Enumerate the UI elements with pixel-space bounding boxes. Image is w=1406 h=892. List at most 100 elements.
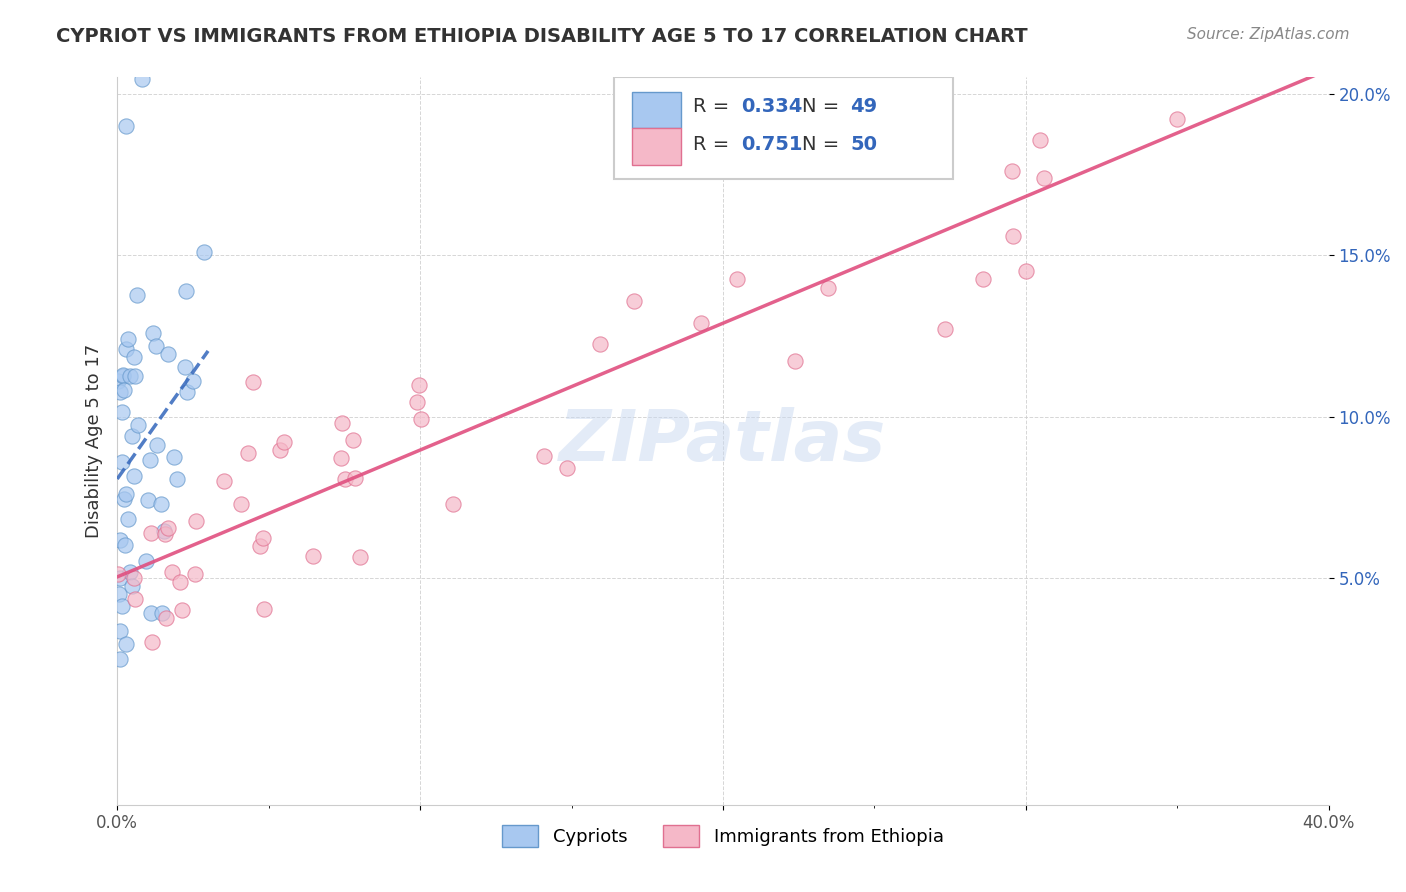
Cypriots bbox=[176, 385, 198, 400]
Cypriots bbox=[111, 405, 134, 419]
Cypriots bbox=[107, 374, 129, 388]
Immigrants from Ethiopia bbox=[408, 378, 430, 392]
Cypriots bbox=[139, 607, 162, 621]
Immigrants from Ethiopia bbox=[330, 416, 353, 430]
Immigrants from Ethiopia bbox=[183, 567, 205, 582]
Text: 49: 49 bbox=[851, 97, 877, 116]
Immigrants from Ethiopia bbox=[1166, 112, 1188, 127]
Immigrants from Ethiopia bbox=[249, 539, 271, 553]
Cypriots bbox=[108, 651, 131, 665]
FancyBboxPatch shape bbox=[614, 78, 953, 179]
Immigrants from Ethiopia bbox=[124, 591, 146, 606]
Immigrants from Ethiopia bbox=[1015, 264, 1038, 278]
Immigrants from Ethiopia bbox=[725, 272, 748, 286]
FancyBboxPatch shape bbox=[633, 128, 681, 165]
Cypriots bbox=[115, 637, 138, 651]
Cypriots bbox=[120, 368, 142, 383]
Immigrants from Ethiopia bbox=[1029, 133, 1052, 147]
Cypriots bbox=[121, 428, 143, 442]
Text: ZIPatlas: ZIPatlas bbox=[560, 407, 887, 475]
Immigrants from Ethiopia bbox=[155, 527, 177, 541]
Cypriots bbox=[127, 288, 149, 302]
Cypriots bbox=[115, 486, 138, 500]
Cypriots bbox=[108, 624, 131, 639]
Cypriots bbox=[150, 606, 173, 620]
Immigrants from Ethiopia bbox=[157, 521, 180, 535]
Cypriots bbox=[146, 438, 169, 452]
Cypriots bbox=[110, 455, 132, 469]
Text: Source: ZipAtlas.com: Source: ZipAtlas.com bbox=[1187, 27, 1350, 42]
FancyBboxPatch shape bbox=[633, 92, 681, 128]
Cypriots bbox=[139, 453, 162, 467]
Immigrants from Ethiopia bbox=[155, 611, 177, 625]
Cypriots bbox=[110, 599, 132, 613]
Immigrants from Ethiopia bbox=[589, 337, 612, 351]
Cypriots bbox=[108, 587, 131, 601]
Cypriots bbox=[108, 384, 131, 399]
Immigrants from Ethiopia bbox=[1001, 228, 1024, 243]
Cypriots bbox=[124, 350, 146, 364]
Cypriots bbox=[111, 368, 134, 383]
Immigrants from Ethiopia bbox=[343, 471, 366, 485]
Immigrants from Ethiopia bbox=[1001, 164, 1024, 178]
Immigrants from Ethiopia bbox=[253, 602, 276, 616]
Immigrants from Ethiopia bbox=[252, 531, 274, 545]
Cypriots bbox=[124, 369, 146, 384]
Text: 0.751: 0.751 bbox=[741, 135, 803, 153]
Y-axis label: Disability Age 5 to 17: Disability Age 5 to 17 bbox=[86, 344, 103, 538]
Immigrants from Ethiopia bbox=[555, 461, 578, 475]
Cypriots bbox=[117, 332, 139, 346]
Text: 50: 50 bbox=[851, 135, 877, 153]
Cypriots bbox=[166, 472, 188, 486]
Cypriots bbox=[142, 326, 165, 340]
Cypriots bbox=[115, 343, 138, 357]
Immigrants from Ethiopia bbox=[301, 549, 323, 563]
Immigrants from Ethiopia bbox=[229, 497, 252, 511]
Immigrants from Ethiopia bbox=[212, 474, 235, 488]
Immigrants from Ethiopia bbox=[342, 433, 364, 447]
Immigrants from Ethiopia bbox=[162, 565, 184, 579]
Immigrants from Ethiopia bbox=[409, 412, 432, 426]
Immigrants from Ethiopia bbox=[441, 497, 464, 511]
Immigrants from Ethiopia bbox=[269, 442, 291, 457]
Cypriots bbox=[108, 533, 131, 547]
Immigrants from Ethiopia bbox=[623, 294, 645, 309]
Cypriots bbox=[193, 245, 215, 260]
Cypriots bbox=[118, 566, 141, 580]
Cypriots bbox=[117, 512, 139, 526]
Immigrants from Ethiopia bbox=[122, 571, 145, 585]
Cypriots bbox=[181, 375, 204, 389]
Cypriots bbox=[127, 418, 149, 433]
Immigrants from Ethiopia bbox=[242, 375, 264, 389]
Cypriots bbox=[114, 538, 136, 552]
Immigrants from Ethiopia bbox=[333, 472, 356, 486]
Text: N =: N = bbox=[801, 135, 845, 153]
Cypriots bbox=[115, 119, 138, 133]
Immigrants from Ethiopia bbox=[406, 395, 429, 409]
Text: R =: R = bbox=[693, 97, 735, 116]
Immigrants from Ethiopia bbox=[169, 574, 191, 589]
Immigrants from Ethiopia bbox=[170, 603, 193, 617]
Cypriots bbox=[136, 493, 159, 508]
Cypriots bbox=[111, 369, 134, 384]
Cypriots bbox=[121, 579, 143, 593]
Cypriots bbox=[131, 72, 153, 87]
Cypriots bbox=[112, 384, 135, 398]
Immigrants from Ethiopia bbox=[107, 567, 129, 582]
Immigrants from Ethiopia bbox=[330, 451, 353, 466]
Text: N =: N = bbox=[801, 97, 845, 116]
Cypriots bbox=[174, 285, 197, 299]
Immigrants from Ethiopia bbox=[817, 281, 839, 295]
Immigrants from Ethiopia bbox=[236, 445, 259, 459]
Immigrants from Ethiopia bbox=[141, 635, 163, 649]
Text: R =: R = bbox=[693, 135, 735, 153]
Immigrants from Ethiopia bbox=[972, 271, 994, 285]
Cypriots bbox=[145, 339, 167, 353]
Cypriots bbox=[174, 359, 197, 374]
Cypriots bbox=[163, 450, 186, 464]
Text: CYPRIOT VS IMMIGRANTS FROM ETHIOPIA DISABILITY AGE 5 TO 17 CORRELATION CHART: CYPRIOT VS IMMIGRANTS FROM ETHIOPIA DISA… bbox=[56, 27, 1028, 45]
Cypriots bbox=[112, 491, 135, 506]
Immigrants from Ethiopia bbox=[139, 526, 162, 541]
Immigrants from Ethiopia bbox=[184, 514, 207, 528]
Cypriots bbox=[135, 554, 157, 568]
